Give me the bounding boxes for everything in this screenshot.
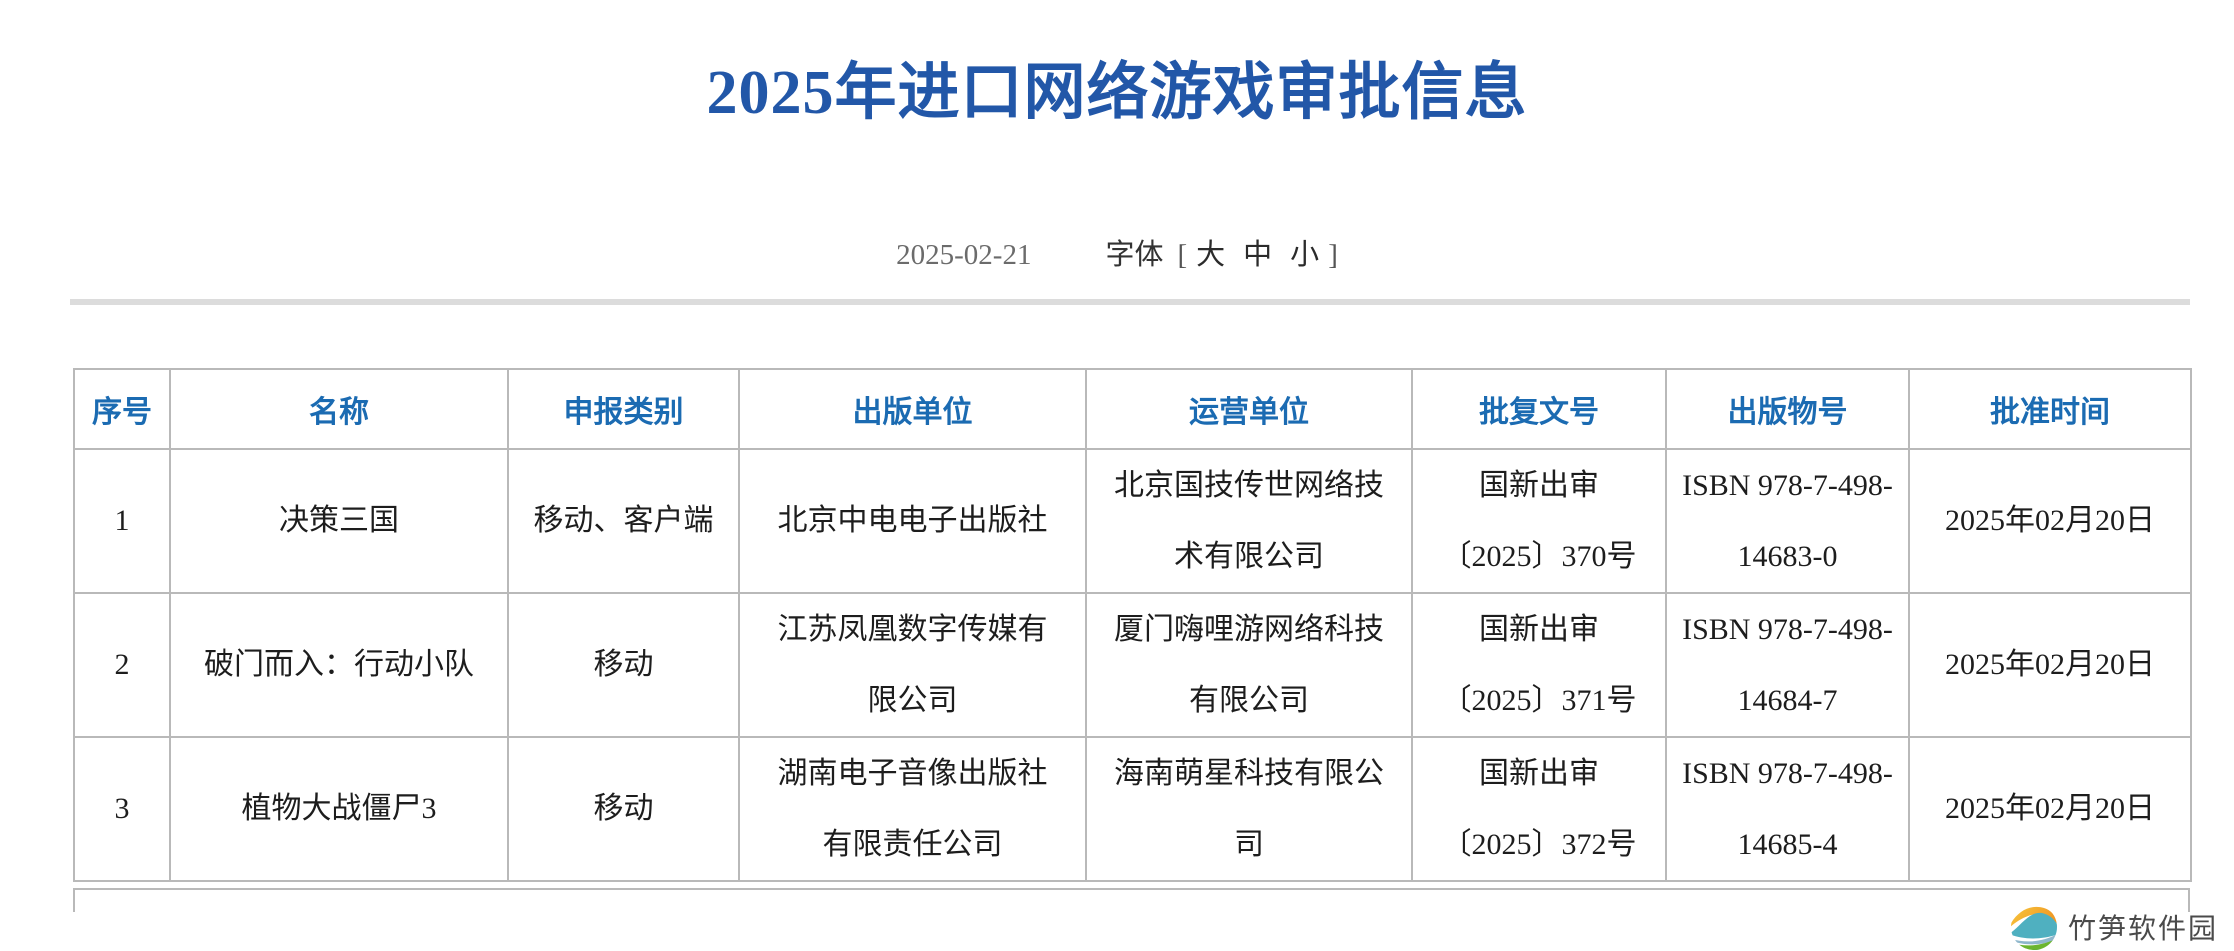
cell-game-name: 决策三国 bbox=[169, 447, 509, 594]
cell-approval-date: 2025年02月20日 bbox=[1908, 591, 2192, 738]
cell-index: 3 bbox=[73, 735, 171, 882]
approval-table: 序号 名称 申报类别 出版单位 运营单位 批复文号 出版物号 批准时间 1 决策… bbox=[73, 367, 2192, 882]
cell-publication-no: ISBN 978-7-498-14684-7 bbox=[1665, 591, 1910, 738]
cell-operator: 海南萌星科技有限公司 bbox=[1085, 735, 1413, 882]
font-size-large[interactable]: 大 bbox=[1196, 238, 1226, 271]
cell-index: 1 bbox=[73, 447, 171, 594]
column-header-operator: 运营单位 bbox=[1085, 367, 1413, 450]
column-header-index: 序号 bbox=[73, 367, 171, 450]
cell-operator: 厦门嗨哩游网络科技有限公司 bbox=[1085, 591, 1413, 738]
font-size-small[interactable]: 小 bbox=[1290, 238, 1320, 271]
table-row: 1 决策三国 移动、客户端 北京中电电子出版社 北京国技传世网络技术有限公司 国… bbox=[73, 447, 2192, 594]
cell-game-name: 植物大战僵尸3 bbox=[169, 735, 509, 882]
horizontal-divider bbox=[70, 298, 2190, 305]
table-header-row: 序号 名称 申报类别 出版单位 运营单位 批复文号 出版物号 批准时间 bbox=[73, 367, 2192, 450]
cell-category: 移动、客户端 bbox=[507, 447, 740, 594]
font-size-label: 字体 bbox=[1105, 238, 1164, 271]
column-header-approval-date: 批准时间 bbox=[1908, 367, 2192, 450]
cell-category: 移动 bbox=[507, 591, 740, 738]
cell-approval-doc-no: 国新出审〔2025〕371号 bbox=[1411, 591, 1667, 738]
cell-publication-no: ISBN 978-7-498-14685-4 bbox=[1665, 735, 1910, 882]
cell-publisher: 湖南电子音像出版社有限责任公司 bbox=[738, 735, 1087, 882]
cell-game-name: 破门而入：行动小队 bbox=[169, 591, 509, 738]
cell-operator: 北京国技传世网络技术有限公司 bbox=[1085, 447, 1413, 594]
column-header-name: 名称 bbox=[169, 367, 509, 450]
page-title: 2025年进口网络游戏审批信息 bbox=[706, 59, 1528, 127]
next-table-top-edge bbox=[73, 887, 2190, 912]
font-size-bracket-open: [ bbox=[1177, 238, 1188, 271]
table-row: 2 破门而入：行动小队 移动 江苏凤凰数字传媒有限公司 厦门嗨哩游网络科技有限公… bbox=[73, 591, 2192, 738]
sun-and-waves-icon bbox=[2010, 904, 2057, 950]
font-size-bracket-close: ] bbox=[1328, 238, 1338, 271]
cell-index: 2 bbox=[73, 591, 171, 738]
column-header-publisher: 出版单位 bbox=[738, 367, 1087, 450]
font-size-medium[interactable]: 中 bbox=[1243, 238, 1273, 271]
publish-date: 2025-02-21 bbox=[896, 238, 1032, 271]
cell-approval-doc-no: 国新出审〔2025〕372号 bbox=[1411, 735, 1667, 882]
column-header-publication-no: 出版物号 bbox=[1665, 367, 1910, 450]
cell-category: 移动 bbox=[507, 735, 740, 882]
cell-approval-date: 2025年02月20日 bbox=[1908, 735, 2192, 882]
column-header-approval-doc-no: 批复文号 bbox=[1411, 367, 1667, 450]
cell-publisher: 北京中电电子出版社 bbox=[738, 447, 1087, 594]
watermark-text: 竹笋软件园 bbox=[2067, 913, 2218, 944]
cell-publisher: 江苏凤凰数字传媒有限公司 bbox=[738, 591, 1087, 738]
cell-publication-no: ISBN 978-7-498-14683-0 bbox=[1665, 447, 1910, 594]
cell-approval-date: 2025年02月20日 bbox=[1908, 447, 2192, 594]
watermark: 竹笋软件园 bbox=[2010, 903, 2218, 951]
column-header-category: 申报类别 bbox=[507, 367, 740, 450]
table-row: 3 植物大战僵尸3 移动 湖南电子音像出版社有限责任公司 海南萌星科技有限公司 … bbox=[73, 735, 2192, 882]
cell-approval-doc-no: 国新出审〔2025〕370号 bbox=[1411, 447, 1667, 594]
font-size-switcher: 字体 [大中小] bbox=[1105, 231, 1337, 273]
meta-line: 2025-02-21 字体 [大中小] bbox=[0, 231, 2234, 273]
